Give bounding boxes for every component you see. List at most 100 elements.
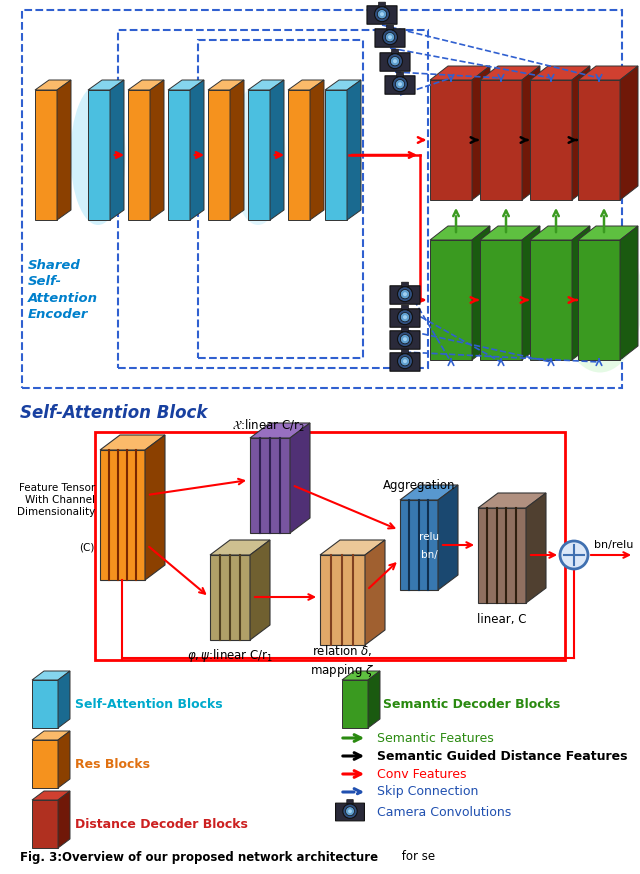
FancyBboxPatch shape [390,353,420,371]
Text: Fig. 3:: Fig. 3: [20,850,67,864]
FancyBboxPatch shape [367,6,397,24]
Polygon shape [270,80,284,220]
Circle shape [380,12,384,16]
FancyBboxPatch shape [397,73,403,76]
Text: Camera Convolutions: Camera Convolutions [377,806,511,818]
Polygon shape [368,671,380,728]
Polygon shape [250,540,270,640]
Polygon shape [35,80,71,90]
Text: for se: for se [398,850,435,864]
FancyBboxPatch shape [402,327,408,331]
Polygon shape [32,731,70,740]
Circle shape [396,80,404,89]
Bar [95,432,565,660]
Text: $\varphi,\psi$:linear C/r$_1$: $\varphi,\psi$:linear C/r$_1$ [187,648,273,664]
Polygon shape [88,80,124,90]
Circle shape [348,809,352,813]
Circle shape [560,541,588,569]
Polygon shape [58,731,70,788]
Circle shape [378,10,387,19]
Polygon shape [150,80,164,220]
Polygon shape [128,80,164,90]
Polygon shape [400,500,438,590]
Text: Semantic Decoder Blocks: Semantic Decoder Blocks [383,697,560,711]
Circle shape [401,357,410,366]
Polygon shape [430,80,472,200]
Polygon shape [480,240,522,360]
Polygon shape [572,226,590,360]
Polygon shape [168,90,190,220]
Text: Semantic Guided Distance Features: Semantic Guided Distance Features [377,750,627,762]
Polygon shape [32,791,70,800]
Polygon shape [430,66,490,80]
Polygon shape [57,80,71,220]
Polygon shape [342,671,380,680]
Ellipse shape [557,227,640,372]
Polygon shape [58,671,70,728]
FancyBboxPatch shape [390,309,420,327]
Text: Self-Attention Blocks: Self-Attention Blocks [75,697,223,711]
FancyBboxPatch shape [335,803,364,821]
Circle shape [388,35,392,39]
Polygon shape [342,680,368,728]
Circle shape [385,32,395,42]
Text: Overview of our proposed network architecture: Overview of our proposed network archite… [62,850,378,864]
Text: Self-Attention Block: Self-Attention Block [20,404,207,422]
Circle shape [392,77,408,92]
Polygon shape [288,80,324,90]
Polygon shape [320,540,385,555]
Circle shape [397,309,413,324]
Ellipse shape [70,85,125,225]
Polygon shape [620,66,638,200]
Circle shape [397,354,413,369]
Polygon shape [530,240,572,360]
Polygon shape [430,240,472,360]
Bar [198,40,363,358]
FancyBboxPatch shape [390,330,420,350]
Polygon shape [290,423,310,533]
Polygon shape [100,435,165,450]
Polygon shape [250,423,310,438]
Polygon shape [250,438,290,533]
FancyBboxPatch shape [347,800,353,804]
Circle shape [387,53,403,69]
FancyBboxPatch shape [390,286,420,304]
Circle shape [403,337,407,341]
Polygon shape [400,485,458,500]
Polygon shape [578,240,620,360]
Circle shape [383,30,397,45]
Polygon shape [438,485,458,590]
Polygon shape [208,90,230,220]
Text: relation $\delta$,
mapping $\zeta$: relation $\delta$, mapping $\zeta$ [310,643,374,679]
Polygon shape [58,791,70,848]
Polygon shape [478,508,526,603]
Polygon shape [365,540,385,645]
Polygon shape [620,226,638,360]
Polygon shape [578,66,638,80]
Polygon shape [230,80,244,220]
Circle shape [374,7,390,22]
Polygon shape [248,80,284,90]
Circle shape [393,59,397,63]
Text: Aggregation: Aggregation [383,480,455,493]
Polygon shape [32,671,70,680]
Polygon shape [480,226,540,240]
FancyBboxPatch shape [392,49,398,53]
Polygon shape [530,80,572,200]
Polygon shape [325,90,347,220]
Polygon shape [128,90,150,220]
Text: relu: relu [419,532,439,542]
Text: Skip Connection: Skip Connection [377,786,478,799]
Polygon shape [347,80,361,220]
Polygon shape [168,80,204,90]
Polygon shape [32,680,58,728]
Text: bn/relu: bn/relu [595,540,634,550]
FancyBboxPatch shape [387,25,394,30]
FancyBboxPatch shape [402,305,408,309]
Text: Semantic Features: Semantic Features [377,732,493,745]
Text: Distance Decoder Blocks: Distance Decoder Blocks [75,817,248,830]
Text: Feature Tensor
With Channel
Dimensionality: Feature Tensor With Channel Dimensionali… [17,483,95,517]
Polygon shape [210,540,270,555]
Polygon shape [32,740,58,788]
Bar [22,10,622,388]
